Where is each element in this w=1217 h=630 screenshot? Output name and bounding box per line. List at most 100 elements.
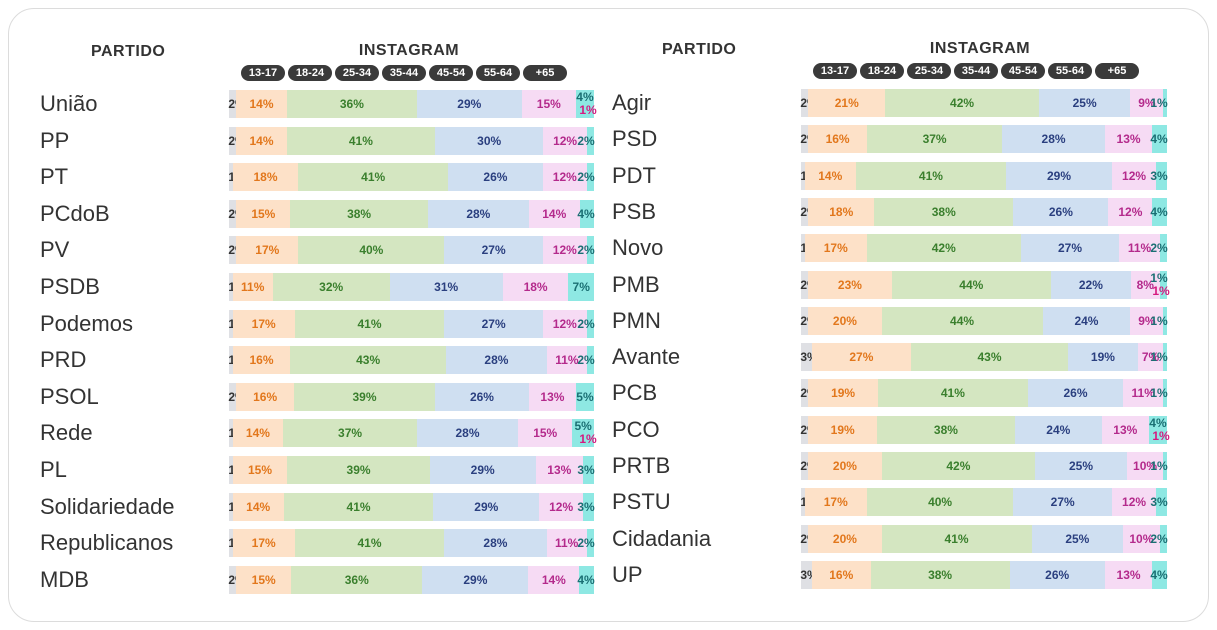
bar-segment-25-34 [855,161,1006,190]
bar-segment-45-54 [542,163,587,192]
bar-segment-55-64 [1156,488,1167,517]
bar-segment-45-54 [521,90,576,118]
bar-segment-18-24 [232,309,295,338]
bar-row-pmn: 2%20%44%24%9%1% [800,306,1168,335]
bar-row-avante: 3% 27% 43% 19% 7% 1% [800,343,1168,372]
bar-value-label: 2% [577,133,595,148]
bar-value-label: 40% [928,495,953,510]
bar-segment-55-64 [575,382,594,411]
bar-value-label: 16% [253,389,278,404]
bar-row-novo: 1%17%42%27%11%2% [800,234,1168,263]
bar-value-label: 3% [1150,168,1168,183]
bar-value-label: 26% [483,170,508,185]
age-group-pill-13-17: 13-17 [241,65,285,81]
bar-value-label: 1% [1150,96,1168,110]
bar-segment-35-44 [1051,270,1131,299]
bar-row-solidariedade: 1%14%41%29%12%3% [228,492,595,521]
bar-segment-25-34 [294,382,435,411]
party-label-pl: PL [40,457,67,482]
bar-value-label: 14% [818,168,843,183]
bar-value-label: 28% [455,426,480,441]
bar-row-republicanos: 1%17%41%28%11%2% [228,529,595,558]
bar-value-label: 2% [577,353,595,368]
bar-value-label: 42% [950,96,975,110]
bar-segment-18-24 [232,163,299,192]
bar-value-label: 11% [554,536,579,551]
bar-segment-13-17 [801,488,805,517]
bar-segment-18-24 [236,126,287,155]
party-label-pmn: PMN [612,307,661,333]
bar-segment-13-17 [229,419,233,448]
bar-row-up: 3% 16% 38% 26% 13% 4% [800,560,1168,589]
bar-value-label: 4% [1150,567,1168,582]
bar-value-label: 14% [249,133,274,148]
bar-row-psdb: 1%11%32%31%18%7% [228,273,594,301]
bar-segment-18-24 [232,529,295,558]
bar-value-label: 2% [577,536,595,551]
bar-value-label: 1% [579,432,597,447]
bar-segment-13-17 [801,125,809,154]
bar-value-label: 9% [1138,96,1156,110]
bar-segment-55-64 [586,346,594,375]
party-label-novo: Novo [612,235,664,261]
chart-card: PARTIDO INSTAGRAM 13-17 18-24 25-34 35-44 45… [8,8,1209,622]
bar-segment-13-17 [229,565,237,594]
bar-value-label: 12% [552,170,577,185]
bar-value-label: 10% [1133,459,1158,473]
bar-value-label: 41% [357,316,382,331]
bar-segment-55-64 [586,163,594,192]
bar-segment-13-17 [801,197,809,226]
bar-value-label: 41% [918,168,943,183]
bar-value-label: 28% [466,206,491,221]
bar-segment-25-34 [294,309,445,338]
bar-value-label: 7% [1141,350,1160,365]
bar-segment-25-34 [286,126,435,155]
bar-segment-18-24 [811,343,911,372]
bar-segment-45-54 [1123,524,1160,553]
age-group-pill-18-24: 18-24 [860,63,904,79]
bar-value-label: 26% [1045,567,1070,582]
party-label-republicanos: Republicanos [40,530,174,556]
bar-value-label: 7% [572,280,590,294]
bar-segment-18-24 [808,379,878,408]
bar-segment-25-34 [294,529,445,558]
age-group-pill--65: +65 [523,65,567,81]
bar-value-label: 12% [1122,495,1147,510]
bar-value-label: 14% [541,572,566,587]
bar-segment-35-44 [1009,560,1105,589]
bar-value-label: 38% [928,567,953,582]
bar-value-label: 15% [533,426,558,441]
bar-value-label: 29% [463,572,488,587]
bar-segment-35-44 [1013,197,1109,226]
bar-value-label: 25% [1068,459,1093,473]
instagram-title-right: INSTAGRAM [929,40,1031,57]
bar-segment-55-64 [1152,197,1167,226]
bar-value-label: 3% [1150,495,1168,510]
bar-segment-45-54 [502,273,569,301]
age-group-pill-13-17: 13-17 [813,63,857,79]
bar-value-label: 16% [825,132,850,147]
bar-value-label: 17% [251,536,276,551]
bar-segment-13-17 [229,346,233,375]
age-group-pill-25-34: 25-34 [907,63,951,79]
bar-value-label: 12% [552,243,577,258]
bar-value-label: 17% [251,316,276,331]
party-label-prd: PRD [40,347,87,373]
bar-value-label: 14% [245,426,270,441]
bar-value-label: 13% [547,463,572,477]
bar-segment-45-54 [539,492,584,521]
bar-value-label: 2% [577,316,595,331]
bar-segment-45-54 [1104,560,1153,589]
bar-value-label: 4% [1150,204,1168,219]
bar-segment-55-64 [575,90,594,118]
bar-value-label: 12% [553,133,578,148]
bar-value-label: 27% [481,243,506,258]
bar-segment-35-44 [1068,343,1138,372]
bar-segment-45-54 [1123,379,1164,408]
bar-value-label: 21% [834,96,859,110]
bar-segment-45-54 [528,199,580,228]
bar-value-label: 41% [944,531,969,546]
bar-value-label: 37% [338,426,363,441]
party-label-pp: PP [40,127,70,153]
bar-segment-45-54 [518,419,573,448]
